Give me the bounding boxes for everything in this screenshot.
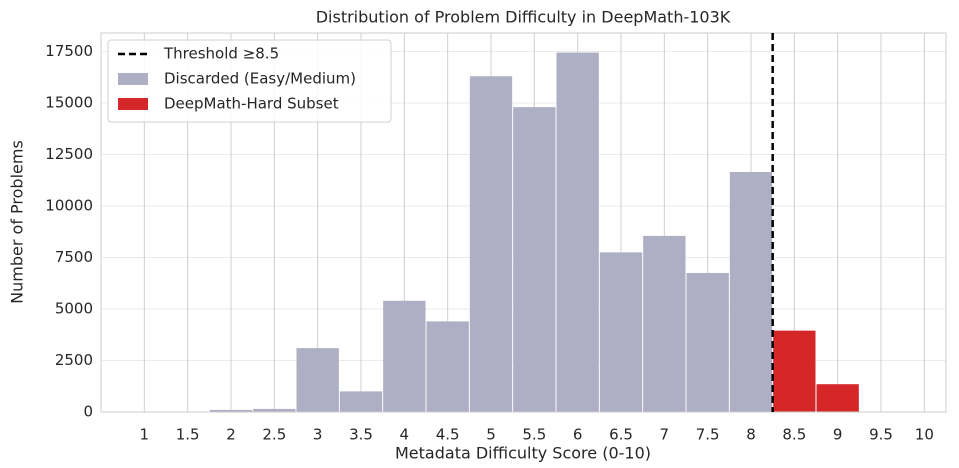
bar [557, 53, 599, 412]
legend: Threshold ≥8.5 Discarded (Easy/Medium) Dee… [108, 40, 391, 122]
bar [687, 273, 729, 412]
y-tick-label: 17500 [45, 42, 93, 60]
y-tick-label: 5000 [55, 300, 93, 318]
x-axis-label: Metadata Difficulty Score (0-10) [395, 444, 651, 463]
x-tick-label: 8 [746, 426, 756, 444]
bar [297, 348, 339, 412]
bar [643, 236, 685, 412]
x-tick-label: 7.5 [696, 426, 720, 444]
y-tick-label: 2500 [55, 351, 93, 369]
x-tick-label: 1.5 [176, 426, 200, 444]
bar [513, 107, 555, 412]
y-axis-label: Number of Problems [8, 140, 27, 304]
bar [427, 321, 469, 412]
x-tick-label: 5.5 [522, 426, 546, 444]
x-tick-label: 9 [833, 426, 843, 444]
bar [600, 252, 642, 412]
x-tick-label: 1 [140, 426, 150, 444]
legend-label: Discarded (Easy/Medium) [164, 70, 356, 88]
bar [383, 301, 425, 412]
y-tick-label: 15000 [45, 94, 93, 112]
x-tick-label: 2.5 [262, 426, 286, 444]
bar [340, 391, 382, 412]
x-tick-label: 2 [226, 426, 236, 444]
chart-title: Distribution of Problem Difficulty in De… [316, 8, 731, 27]
bar [817, 384, 859, 412]
legend-label: Threshold ≥8.5 [163, 45, 279, 63]
x-tick-label: 8.5 [782, 426, 806, 444]
x-tick-label: 4 [400, 426, 410, 444]
y-tick-label: 7500 [55, 248, 93, 266]
legend-label: DeepMath-Hard Subset [164, 95, 339, 113]
x-tick-label: 4.5 [436, 426, 460, 444]
legend-swatch [118, 73, 148, 85]
y-tick-label: 12500 [45, 145, 93, 163]
x-tick-label: 3.5 [349, 426, 373, 444]
bar [470, 76, 512, 412]
x-tick-label: 6.5 [609, 426, 633, 444]
x-tick-label: 6 [573, 426, 583, 444]
y-tick-label: 0 [83, 403, 93, 421]
x-tick-label: 7 [660, 426, 670, 444]
y-tick-label: 10000 [45, 197, 93, 215]
bar [730, 172, 772, 412]
x-tick-label: 5 [486, 426, 496, 444]
legend-swatch [118, 98, 148, 110]
x-tick-label: 3 [313, 426, 323, 444]
x-tick-label: 9.5 [869, 426, 893, 444]
bar [773, 331, 815, 412]
x-tick-label: 10 [915, 426, 934, 444]
